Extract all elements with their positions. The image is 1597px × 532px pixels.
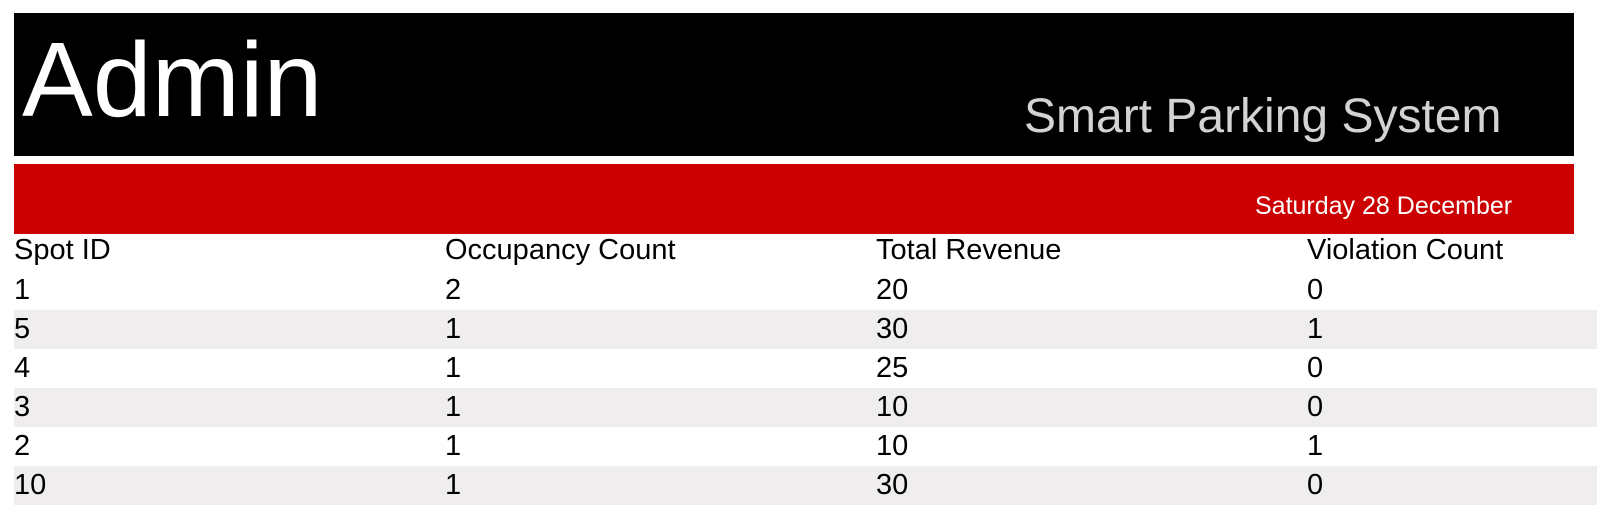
system-title: Smart Parking System (1024, 90, 1502, 143)
table-row: 5 1 30 1 (14, 310, 1597, 349)
cell-spot-id: 4 (14, 352, 31, 384)
cell-violation-count: 1 (1307, 313, 1324, 345)
cell-total-revenue: 30 (876, 469, 909, 501)
table-row: 1 2 20 0 (14, 271, 1597, 310)
cell-spot-id: 5 (14, 313, 31, 345)
table-row: 4 1 25 0 (14, 349, 1597, 388)
cell-violation-count: 0 (1307, 352, 1324, 384)
cell-violation-count: 0 (1307, 469, 1324, 501)
column-header-total-revenue: Total Revenue (876, 234, 1062, 266)
table-row: 2 1 10 1 (14, 427, 1597, 466)
cell-total-revenue: 10 (876, 430, 909, 462)
cell-total-revenue: 30 (876, 313, 909, 345)
column-header-spot-id: Spot ID (14, 234, 111, 266)
cell-occupancy-count: 1 (445, 352, 462, 384)
cell-occupancy-count: 1 (445, 469, 462, 501)
date-bar: Saturday 28 December (14, 164, 1574, 234)
cell-occupancy-count: 1 (445, 313, 462, 345)
cell-total-revenue: 25 (876, 352, 909, 384)
cell-spot-id: 2 (14, 430, 31, 462)
date-label: Saturday 28 December (1255, 192, 1513, 220)
cell-violation-count: 0 (1307, 274, 1324, 306)
parking-stats-table: Spot ID Occupancy Count Total Revenue Vi… (14, 234, 1597, 505)
cell-total-revenue: 20 (876, 274, 909, 306)
cell-total-revenue: 10 (876, 391, 909, 423)
cell-occupancy-count: 1 (445, 430, 462, 462)
cell-spot-id: 1 (14, 274, 31, 306)
header-banner: Admin Smart Parking System (14, 13, 1574, 156)
page-title: Admin (22, 21, 323, 139)
cell-spot-id: 10 (14, 469, 47, 501)
cell-violation-count: 0 (1307, 391, 1324, 423)
cell-violation-count: 1 (1307, 430, 1324, 462)
column-header-violation-count: Violation Count (1307, 234, 1504, 266)
cell-spot-id: 3 (14, 391, 31, 423)
column-header-occupancy-count: Occupancy Count (445, 234, 676, 266)
table-row: 3 1 10 0 (14, 388, 1597, 427)
table-row: 10 1 30 0 (14, 466, 1597, 505)
cell-occupancy-count: 1 (445, 391, 462, 423)
cell-occupancy-count: 2 (445, 274, 462, 306)
table-header-row: Spot ID Occupancy Count Total Revenue Vi… (14, 234, 1597, 271)
